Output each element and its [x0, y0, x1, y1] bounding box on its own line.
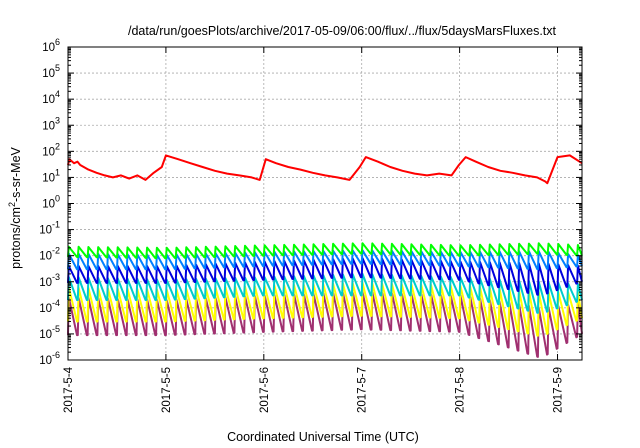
- y-axis: 10-610-510-410-310-210-11001011021031041…: [39, 37, 582, 367]
- y-tick-label: 104: [42, 89, 60, 106]
- y-tick-base: 10: [42, 68, 55, 80]
- y-tick-exponent: 4: [55, 89, 60, 99]
- y-tick-base: 10: [42, 120, 55, 132]
- y-tick-exponent: 0: [55, 194, 60, 204]
- y-tick-exponent: -4: [52, 298, 60, 308]
- x-tick-label: 2017-5-4: [63, 366, 75, 413]
- series-line: [67, 291, 583, 358]
- y-tick-base: 10: [42, 146, 55, 158]
- y-tick-label: 10-3: [39, 272, 60, 289]
- y-tick-exponent: 5: [55, 63, 60, 73]
- x-axis: 2017-5-4 2017-5-5 2017-5-6 2017-5-7 2017-5-8…: [63, 47, 565, 413]
- y-axis-label-post: -s-sr-MeV: [9, 146, 23, 202]
- y-axis-label: protons/cm2-s-sr-MeV: [7, 146, 23, 268]
- y-tick-base: 10: [42, 199, 55, 211]
- series-line-red: [67, 154, 583, 185]
- y-tick-exponent: -3: [52, 272, 60, 282]
- series-layer: [67, 154, 583, 358]
- y-tick-base: 10: [42, 42, 55, 54]
- x-tick-label: 2017-5-8: [455, 367, 467, 413]
- y-axis-label-sup: 2: [7, 202, 17, 207]
- y-tick-label: 10-2: [39, 246, 60, 263]
- y-tick-exponent: -2: [52, 246, 60, 256]
- x-tick-label: 2017-5-5: [161, 367, 173, 413]
- y-tick-label: 101: [42, 167, 60, 184]
- y-tick-base: 10: [42, 172, 55, 184]
- x-axis-label: Coordinated Universal Time (UTC): [227, 430, 419, 444]
- y-tick-base: 10: [39, 303, 52, 315]
- y-tick-label: 105: [42, 63, 60, 80]
- y-tick-exponent: 6: [55, 37, 60, 47]
- y-tick-exponent: -1: [52, 220, 60, 230]
- y-tick-base: 10: [42, 94, 55, 106]
- y-tick-base: 10: [39, 277, 52, 289]
- y-tick-exponent: -6: [52, 350, 60, 360]
- x-tick-label: 2017-5-9: [553, 367, 565, 413]
- y-tick-label: 10-6: [39, 350, 60, 367]
- y-tick-exponent: 1: [55, 167, 60, 177]
- y-tick-label: 10-4: [39, 298, 60, 315]
- y-tick-exponent: -5: [52, 324, 60, 334]
- y-axis-label-pre: protons/cm: [9, 207, 23, 269]
- series-line: [67, 249, 583, 271]
- y-tick-base: 10: [39, 355, 52, 367]
- y-tick-label: 10-5: [39, 324, 60, 341]
- y-tick-base: 10: [39, 225, 52, 237]
- x-tick-label: 2017-5-6: [259, 367, 271, 413]
- y-tick-label: 103: [42, 115, 60, 132]
- chart-title: /data/run/goesPlots/archive/2017-05-09/0…: [128, 24, 557, 38]
- y-tick-exponent: 2: [55, 141, 60, 151]
- y-tick-label: 106: [42, 37, 60, 54]
- series-line: [67, 242, 583, 260]
- y-tick-exponent: 3: [55, 115, 60, 125]
- y-tick-label: 100: [42, 194, 60, 211]
- y-tick-base: 10: [39, 329, 52, 341]
- y-tick-base: 10: [39, 251, 52, 263]
- y-tick-label: 10-1: [39, 220, 60, 237]
- y-tick-label: 102: [42, 141, 60, 158]
- x-tick-label: 2017-5-7: [357, 367, 369, 413]
